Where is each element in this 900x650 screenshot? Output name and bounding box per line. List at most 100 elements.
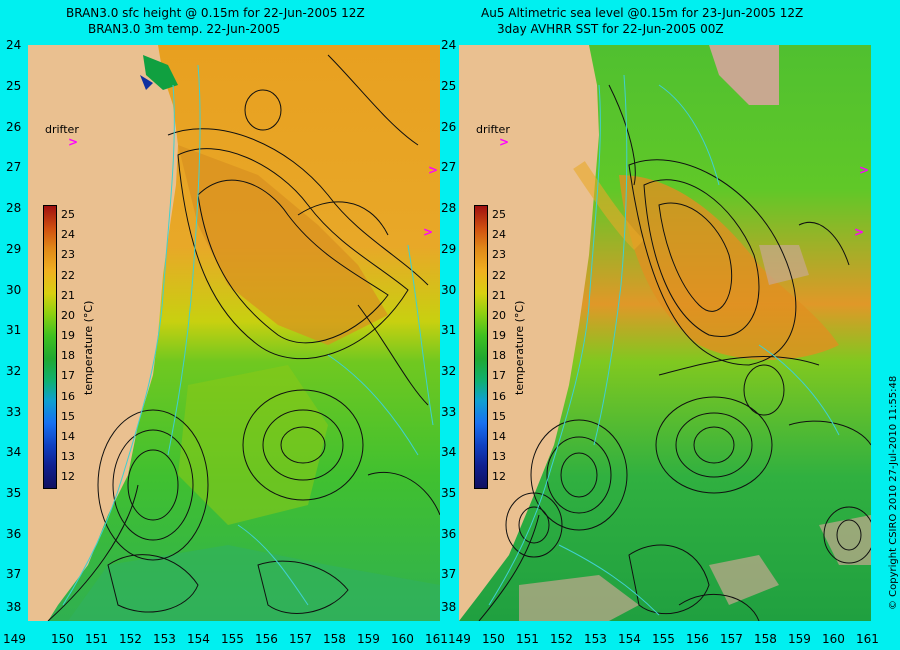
left-map-panel: 25 24 23 22 21 20 19 18 17 16 15 14 13 1…	[28, 45, 440, 621]
right-cloud-4	[709, 555, 779, 605]
left-drifter-marker-3: >	[423, 225, 434, 239]
lat-label: 34	[6, 445, 22, 459]
lon-label: 152	[550, 632, 573, 646]
left-cbar-label-12: 12	[61, 470, 75, 483]
left-coast-green	[143, 55, 178, 90]
right-drifter-marker-2: >	[859, 163, 870, 177]
right-cloud-5	[819, 515, 871, 565]
left-sst-contours	[62, 64, 434, 606]
right-cbar-label-17: 17	[492, 369, 506, 382]
right-colorbar-gradient	[475, 206, 487, 488]
lon-label: 157	[720, 632, 743, 646]
lon-label: 155	[221, 632, 244, 646]
left-cbar-label-25: 25	[61, 208, 75, 221]
right-cbar-label-16: 16	[492, 390, 506, 403]
left-sfc-height-contours	[47, 54, 440, 621]
right-cbar-label-24: 24	[492, 228, 506, 241]
right-drifter-marker-3: >	[854, 225, 865, 239]
left-cbar-title: temperature (°C)	[82, 300, 95, 395]
lon-label: 155	[652, 632, 675, 646]
lon-label: 154	[618, 632, 641, 646]
lon-label: 156	[686, 632, 709, 646]
lat-label: 36	[6, 527, 22, 541]
lat-label: 31	[6, 323, 22, 337]
left-south-area	[68, 545, 440, 621]
lon-label: 158	[323, 632, 346, 646]
lon-label: 150	[482, 632, 505, 646]
left-map-graphic	[47, 45, 440, 621]
left-cbar-label-20: 20	[61, 309, 75, 322]
left-cbar-label-16: 16	[61, 390, 75, 403]
left-colorbar-gradient	[44, 206, 56, 488]
lat-label: 38	[6, 600, 22, 614]
lat-label: 25	[441, 79, 457, 93]
lon-label: 152	[119, 632, 142, 646]
lat-label: 27	[441, 160, 457, 174]
lat-label: 36	[441, 527, 457, 541]
right-drifter-label: drifter	[476, 123, 510, 136]
lon-label: 151	[516, 632, 539, 646]
right-cbar-title: temperature (°C)	[513, 300, 526, 395]
right-title-line1: Au5 Altimetric sea level @0.15m for 23-J…	[481, 6, 804, 20]
left-cbar-label-13: 13	[61, 450, 75, 463]
left-drifter-label: drifter	[45, 123, 79, 136]
right-cbar-label-12: 12	[492, 470, 506, 483]
left-cbar-label-24: 24	[61, 228, 75, 241]
right-cbar-label-19: 19	[492, 329, 506, 342]
right-title-line2: 3day AVHRR SST for 22-Jun-2005 00Z	[497, 22, 724, 36]
lat-label: 34	[441, 445, 457, 459]
left-cbar-label-23: 23	[61, 248, 75, 261]
lat-label: 32	[441, 364, 457, 378]
lat-label: 26	[441, 120, 457, 134]
left-cbar-label-17: 17	[61, 369, 75, 382]
lat-label: 28	[6, 201, 22, 215]
lat-label: 37	[6, 567, 22, 581]
lon-label: 157	[289, 632, 312, 646]
right-warm-core	[619, 175, 839, 360]
lat-label: 32	[6, 364, 22, 378]
right-cbar-label-18: 18	[492, 349, 506, 362]
lat-label: 35	[6, 486, 22, 500]
lon-label: 151	[85, 632, 108, 646]
left-drifter-marker-2: >	[428, 163, 439, 177]
left-title-line2: BRAN3.0 3m temp. 22-Jun-2005	[88, 22, 281, 36]
left-cbar-label-14: 14	[61, 430, 75, 443]
right-warm-filament	[573, 161, 644, 250]
lat-label: 31	[441, 323, 457, 337]
lon-label: 149	[3, 632, 26, 646]
lon-label: 160	[822, 632, 845, 646]
left-drifter-marker: >	[68, 135, 79, 149]
right-cloud-2	[759, 245, 809, 285]
right-drifter-marker: >	[499, 135, 510, 149]
right-map-panel: 25 24 23 22 21 20 19 18 17 16 15 14 13 1…	[459, 45, 871, 621]
right-cbar-label-13: 13	[492, 450, 506, 463]
left-cbar-label-22: 22	[61, 269, 75, 282]
left-cbar-label-15: 15	[61, 410, 75, 423]
right-cbar-label-25: 25	[492, 208, 506, 221]
left-colorbar	[43, 205, 57, 489]
lat-label: 37	[441, 567, 457, 581]
left-coast-blue	[140, 75, 153, 90]
lat-label: 33	[441, 405, 457, 419]
right-cbar-label-20: 20	[492, 309, 506, 322]
lat-label: 38	[441, 600, 457, 614]
lon-label: 153	[584, 632, 607, 646]
lon-label: 160	[391, 632, 414, 646]
left-cbar-label-18: 18	[61, 349, 75, 362]
lat-label: 33	[6, 405, 22, 419]
copyright-text: © Copyright CSIRO 2010 27-Jul-2010 11:55…	[888, 375, 899, 610]
lat-label: 30	[441, 283, 457, 297]
lon-label: 150	[51, 632, 74, 646]
lat-label: 30	[6, 283, 22, 297]
lat-label: 28	[441, 201, 457, 215]
right-cbar-label-21: 21	[492, 289, 506, 302]
lat-label: 29	[441, 242, 457, 256]
lat-label: 27	[6, 160, 22, 174]
right-map-graphic	[459, 45, 871, 621]
right-sfc-height-contours	[478, 84, 871, 621]
right-cbar-label-22: 22	[492, 269, 506, 282]
lon-label: 161	[425, 632, 448, 646]
lon-label: 156	[255, 632, 278, 646]
left-title-line1: BRAN3.0 sfc height @ 0.15m for 22-Jun-20…	[66, 6, 365, 20]
right-sst-contours	[488, 74, 840, 616]
